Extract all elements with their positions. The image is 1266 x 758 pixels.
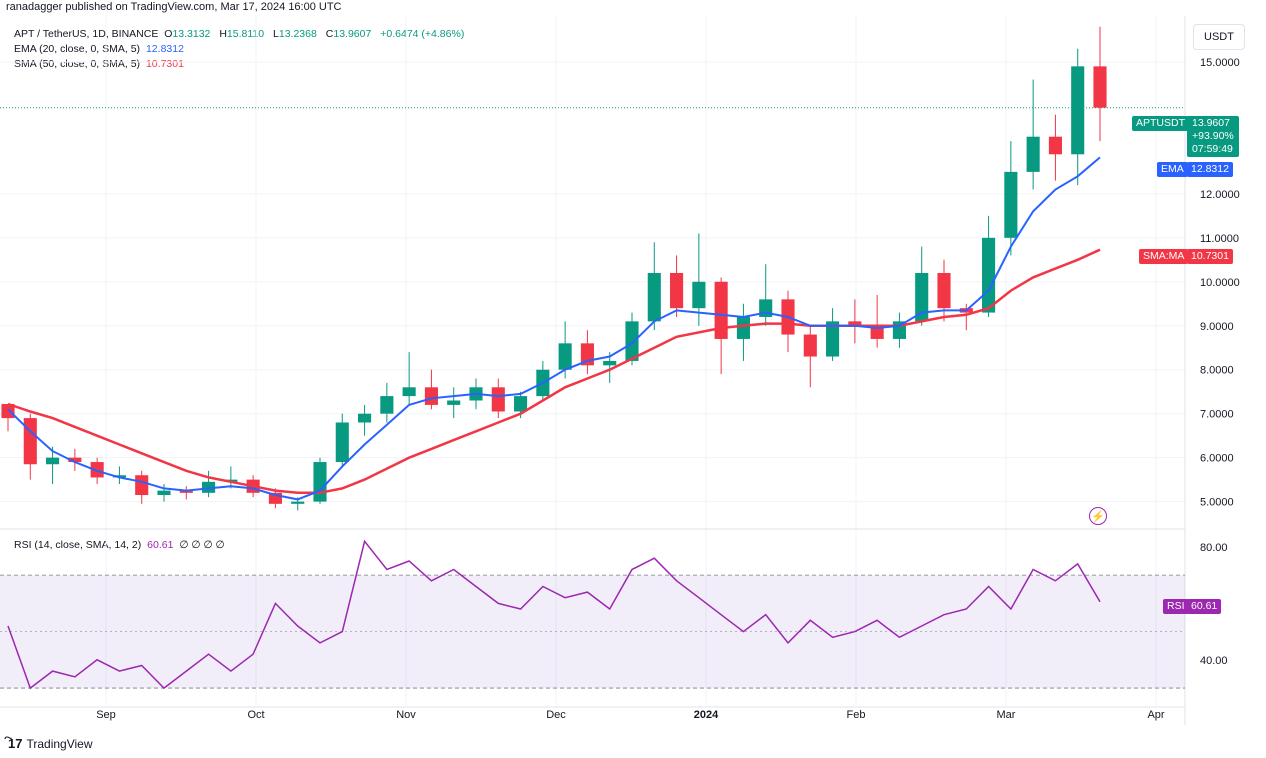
high-value: 15.8110 — [226, 28, 265, 40]
candle-body — [1048, 136, 1062, 155]
candle-body — [313, 462, 327, 502]
symbol-legend[interactable]: APT / TetherUS, 1D, BINANCE O13.3132 H15… — [14, 28, 465, 40]
price-tick-label: 10.0000 — [1200, 277, 1240, 289]
candle-body — [1, 404, 15, 419]
currency-button[interactable]: USDT — [1193, 24, 1245, 50]
candle-body — [202, 481, 216, 493]
sma-axis-tag-label: SMA:MA — [1139, 249, 1189, 264]
price-tag-countdown: 07:59:49 — [1192, 143, 1233, 155]
close-value: 13.9607 — [333, 28, 372, 40]
rsi-line — [7, 539, 1101, 690]
rsi-axis-tag: 60.61 — [1187, 599, 1222, 614]
candle-body — [1093, 66, 1107, 108]
sma-legend[interactable]: SMA (50, close, 0, SMA, 5) 10.7301 — [14, 58, 187, 70]
publish-header: ranadagger published on TradingView.com,… — [6, 1, 342, 13]
candle-body — [157, 490, 171, 496]
tradingview-logo[interactable]: ҇17 TradingView — [8, 736, 93, 751]
rsi-band — [0, 575, 1185, 689]
candle-body — [424, 387, 438, 405]
rsi-label: RSI (14, close, SMA, 14, 2) — [14, 539, 142, 551]
time-tick-label: Dec — [546, 709, 566, 721]
rsi-extras: ∅ ∅ ∅ ∅ — [179, 539, 225, 551]
candle-body — [826, 321, 840, 357]
candle-body — [870, 325, 884, 339]
price-tick-label: 12.0000 — [1200, 189, 1240, 201]
open-value: 13.3132 — [172, 28, 211, 40]
ema-axis-tag: 12.8312 — [1187, 162, 1233, 177]
candle-body — [647, 273, 661, 322]
price-tag: 13.9607 +93.90% 07:59:49 — [1187, 116, 1239, 157]
candle-body — [68, 457, 82, 463]
tradingview-icon: ҇17 — [8, 736, 23, 751]
ema-label: EMA (20, close, 0, SMA, 5) — [14, 43, 141, 55]
symbol-name: APT / TetherUS, 1D, BINANCE — [14, 28, 159, 40]
ema-value: 12.8312 — [145, 43, 184, 55]
price-tag-price: 13.9607 — [1192, 117, 1230, 129]
price-tick-label: 7.0000 — [1200, 409, 1234, 421]
sma50-line — [7, 248, 1101, 495]
time-tick-label: 2024 — [694, 709, 719, 721]
candle-body — [558, 343, 572, 370]
candle-body — [714, 281, 728, 339]
candle-body — [46, 457, 60, 465]
candle-body — [179, 490, 193, 493]
candle-body — [1026, 136, 1040, 172]
candle-body — [625, 321, 639, 361]
candle-body — [514, 396, 528, 412]
candle-body — [915, 273, 929, 322]
candle-body — [268, 492, 282, 504]
price-tick-label: 6.0000 — [1200, 453, 1234, 465]
candle-body — [358, 413, 372, 423]
ema20-line — [7, 156, 1101, 501]
candle-body — [937, 273, 951, 309]
candle-body — [380, 396, 394, 414]
time-tick-label: Oct — [247, 709, 264, 721]
rsi-tick-label: 80.00 — [1200, 542, 1228, 554]
candle-body — [491, 387, 505, 412]
candle-body — [803, 334, 817, 357]
price-tick-label: 9.0000 — [1200, 321, 1234, 333]
price-tick-label: 15.0000 — [1200, 57, 1240, 69]
candle-body — [447, 400, 461, 405]
rsi-tick-label: 40.00 — [1200, 655, 1228, 667]
price-tick-label: 5.0000 — [1200, 497, 1234, 509]
sma-value: 10.7301 — [145, 58, 184, 70]
time-tick-label: Mar — [997, 709, 1016, 721]
sma-axis-tag: 10.7301 — [1187, 249, 1233, 264]
candle-body — [670, 273, 684, 309]
price-symbol-tag: APTUSDT — [1132, 116, 1190, 131]
time-tick-label: Apr — [1147, 709, 1164, 721]
low-value: 13.2368 — [278, 28, 317, 40]
candle-body — [603, 360, 617, 366]
price-tick-label: 11.0000 — [1200, 233, 1239, 245]
time-tick-label: Nov — [396, 709, 416, 721]
candle-body — [848, 321, 862, 326]
candle-body — [692, 281, 706, 309]
candle-body — [112, 475, 126, 478]
price-tag-change: +93.90% — [1192, 130, 1234, 142]
rsi-axis-tag-label: RSI — [1163, 599, 1189, 614]
candle-body — [736, 316, 750, 339]
candle-body — [291, 501, 305, 504]
candle-body — [335, 422, 349, 463]
candle-body — [1004, 171, 1018, 238]
change-value: +0.6474 (+4.86%) — [380, 28, 465, 40]
candle-body — [402, 387, 416, 397]
time-tick-label: Sep — [96, 709, 116, 721]
candle-body — [982, 237, 996, 313]
candle-body — [135, 475, 149, 496]
candle-body — [23, 418, 37, 465]
rsi-legend[interactable]: RSI (14, close, SMA, 14, 2) 60.61 ∅ ∅ ∅ … — [14, 539, 228, 551]
ema-legend[interactable]: EMA (20, close, 0, SMA, 5) 12.8312 — [14, 43, 187, 55]
ema-axis-tag-label: EMA — [1157, 162, 1188, 177]
sma-label: SMA (50, close, 0, SMA, 5) — [14, 58, 141, 70]
price-tick-label: 8.0000 — [1200, 365, 1234, 377]
time-tick-label: Feb — [847, 709, 866, 721]
lightning-icon[interactable]: ⚡ — [1089, 507, 1107, 525]
candle-body — [1071, 66, 1085, 155]
rsi-value: 60.61 — [147, 539, 174, 551]
